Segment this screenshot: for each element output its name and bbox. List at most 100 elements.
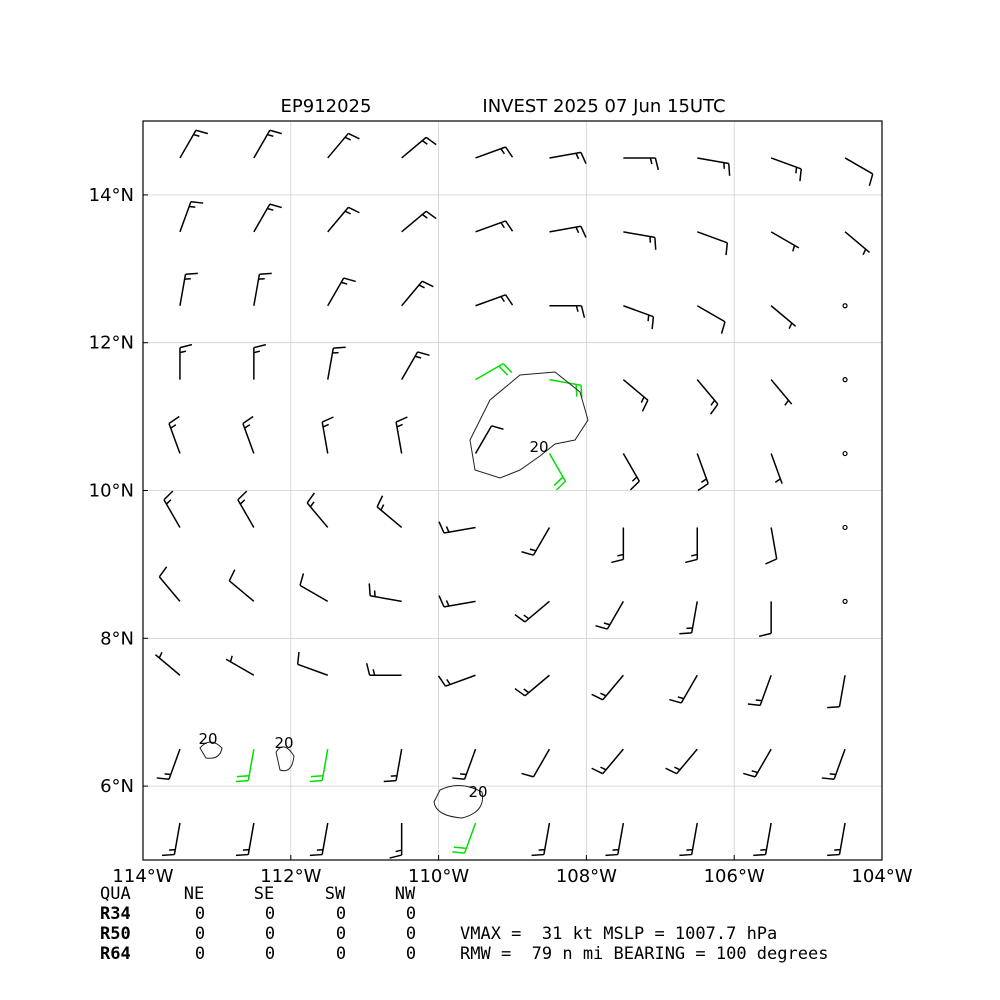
wind-barb (549, 305, 586, 318)
wind-barb (401, 210, 437, 233)
table-cell: 0 (406, 944, 416, 964)
wind-barb (623, 231, 657, 250)
wind-barb (622, 453, 640, 491)
row-label: R64 (100, 944, 131, 964)
wind-barb (253, 272, 272, 306)
wind-barb (514, 674, 550, 697)
wind-barb (475, 220, 514, 233)
wind-barb (821, 748, 846, 780)
wind-barb (770, 157, 802, 182)
table-cell: 0 (195, 944, 205, 964)
wind-barb (753, 822, 772, 857)
wind-barb (327, 346, 346, 380)
wind-barb (179, 272, 198, 306)
x-tick-label: 110°W (408, 866, 469, 887)
title: INVEST 2025 07 Jun 15UTC (482, 96, 725, 117)
y-tick-label: 6°N (100, 776, 134, 797)
wind-barb (696, 231, 729, 256)
contour-label: 20 (468, 783, 487, 801)
wind-barb (327, 277, 356, 307)
contour (433, 785, 484, 819)
wind-barb (163, 490, 181, 528)
wind-barb (665, 748, 698, 775)
wind-barb (395, 416, 408, 454)
wind-barb (770, 379, 793, 406)
y-tick-label: 12°N (89, 333, 134, 354)
wind-barb (309, 749, 329, 783)
wind-barb (235, 822, 255, 857)
wind-barb (438, 521, 476, 534)
wind-barb (765, 527, 778, 565)
wind-barb (438, 595, 476, 608)
wind-barb (531, 822, 551, 857)
wind-barb (299, 573, 329, 602)
summary-line: RMW = 79 n mi BEARING = 100 degrees (460, 944, 828, 964)
x-tick-label: 104°W (851, 866, 912, 887)
wind-barb (389, 823, 403, 859)
wind-barb (611, 527, 625, 564)
wind-barb (697, 157, 731, 176)
table-cell: 0 (406, 924, 416, 944)
calm-marker (842, 524, 848, 531)
y-tick-label: 14°N (89, 185, 134, 206)
table-cell: 0 (265, 904, 275, 924)
contour-label: 20 (529, 438, 548, 456)
table-header: QUA (100, 884, 131, 904)
wind-barb (368, 583, 402, 603)
wind-barb (827, 675, 846, 709)
wind-barb (452, 748, 477, 780)
wind-barb (228, 569, 255, 602)
wind-barb (747, 674, 772, 707)
wind-barb (237, 490, 255, 528)
table-cell: 0 (336, 924, 346, 944)
wind-barb (437, 674, 476, 687)
wind-barb (514, 600, 550, 623)
table-cell: 0 (195, 924, 205, 944)
wind-barb (156, 748, 181, 780)
wind-barb (827, 822, 846, 857)
table-header: NW (395, 884, 416, 904)
wind-barb (253, 129, 282, 159)
wind-barb (685, 527, 698, 564)
wind-barb (179, 201, 204, 233)
x-tick-label: 108°W (556, 866, 617, 887)
wind-barb (743, 748, 772, 778)
wind-barb (696, 379, 719, 415)
wind-barb (521, 748, 551, 778)
x-tick-label: 114°W (112, 866, 173, 887)
row-label: R34 (100, 904, 131, 924)
wind-barb (158, 566, 181, 602)
wind-barb (623, 157, 660, 171)
x-tick-label: 112°W (260, 866, 321, 887)
wind-barb (401, 351, 430, 381)
table-header: NE (184, 884, 204, 904)
wind-barb (622, 379, 649, 412)
calm-marker (842, 303, 848, 309)
wind-barb (253, 343, 267, 380)
wind-barb (253, 203, 282, 233)
wind-barb (179, 343, 193, 380)
x-tick-label: 106°W (704, 866, 765, 887)
table-cell: 0 (195, 904, 205, 924)
table-cell: 0 (406, 904, 416, 924)
wind-barb (475, 363, 513, 381)
wind-barb (321, 416, 334, 454)
contour (199, 741, 223, 759)
wind-barb (591, 674, 624, 701)
wind-barb (179, 129, 209, 159)
summary-line: VMAX = 31 kt MSLP = 1007.7 hPa (460, 924, 777, 944)
table-cell: 0 (336, 904, 346, 924)
wind-barb (605, 822, 625, 857)
wind-barb (168, 415, 181, 454)
wind-barb (242, 415, 255, 454)
wind-barb (474, 425, 504, 454)
wind-barb (376, 495, 403, 529)
wind-barb (154, 652, 181, 676)
y-tick-label: 8°N (100, 628, 134, 649)
wind-barb (383, 749, 403, 783)
wind-barb (521, 527, 551, 556)
wind-barb (162, 822, 181, 857)
wind-barb (844, 231, 871, 256)
wind-barb (591, 748, 624, 775)
